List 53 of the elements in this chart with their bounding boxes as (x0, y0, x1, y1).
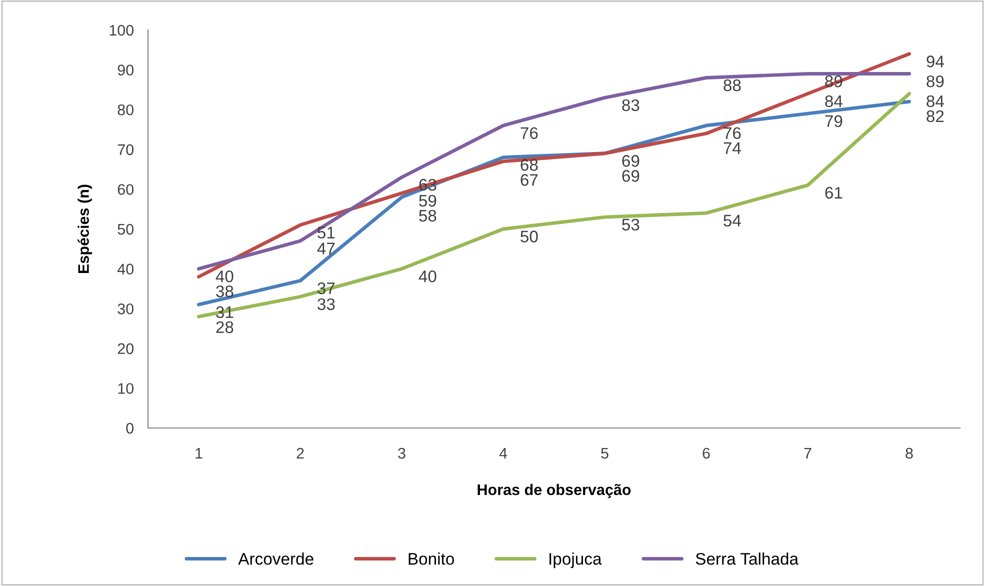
data-label: 33 (318, 298, 335, 310)
legend-label: Arcoverde (238, 552, 314, 565)
x-tick-label: 6 (702, 448, 710, 459)
data-label: 94 (926, 56, 944, 68)
x-axis-title: Horas de observação (478, 484, 631, 498)
data-label: 89 (926, 75, 944, 88)
x-tick-label: 2 (296, 448, 304, 459)
data-label: 84 (825, 95, 842, 108)
data-label: 53 (622, 218, 640, 231)
y-tick-label: 50 (118, 224, 134, 235)
legend-label: Serra Talhada (696, 552, 799, 565)
data-label: 82 (926, 110, 944, 122)
data-label: 61 (825, 186, 842, 199)
x-tick-label: 7 (804, 448, 812, 459)
y-tick-label: 90 (118, 64, 134, 76)
y-tick-label: 20 (118, 343, 134, 354)
y-tick-label: 100 (110, 24, 134, 36)
data-label: 76 (724, 127, 741, 139)
y-tick-label: 40 (117, 264, 134, 274)
data-label: 69 (622, 155, 640, 167)
y-tick-label: 60 (118, 184, 134, 195)
data-label: 40 (216, 270, 234, 282)
y-tick-label: 0 (126, 422, 134, 434)
data-label: 67 (520, 174, 538, 186)
x-tick-label: 1 (196, 448, 202, 459)
y-tick-label: 30 (118, 303, 134, 314)
data-label: 28 (216, 321, 234, 334)
data-label: 84 (926, 95, 944, 108)
x-tick-label: 8 (906, 448, 913, 459)
y-tick-label: 70 (118, 144, 134, 156)
data-label: 40 (418, 270, 436, 282)
data-label: 76 (520, 127, 538, 139)
data-label: 83 (622, 99, 640, 112)
legend-label: Ipojuca (550, 552, 602, 568)
y-axis-title: Espécies (n) (78, 184, 92, 273)
data-label: 58 (419, 210, 436, 222)
data-label: 59 (419, 194, 436, 207)
data-label: 68 (520, 159, 538, 171)
data-label: 38 (216, 285, 234, 298)
data-label: 54 (724, 214, 741, 227)
data-label: 79 (825, 115, 842, 128)
x-tick-label: 4 (499, 448, 508, 459)
y-tick-label: 80 (118, 104, 134, 116)
data-label: 74 (724, 142, 741, 154)
data-label: 69 (622, 170, 640, 182)
data-label: 88 (724, 79, 741, 92)
legend-label: Bonito (408, 552, 454, 565)
x-tick-label: 5 (601, 448, 608, 459)
data-label: 50 (520, 230, 538, 242)
y-tick-label: 10 (118, 383, 134, 394)
x-tick-label: 3 (398, 448, 406, 459)
data-label: 47 (317, 242, 335, 254)
data-label: 51 (318, 226, 335, 238)
